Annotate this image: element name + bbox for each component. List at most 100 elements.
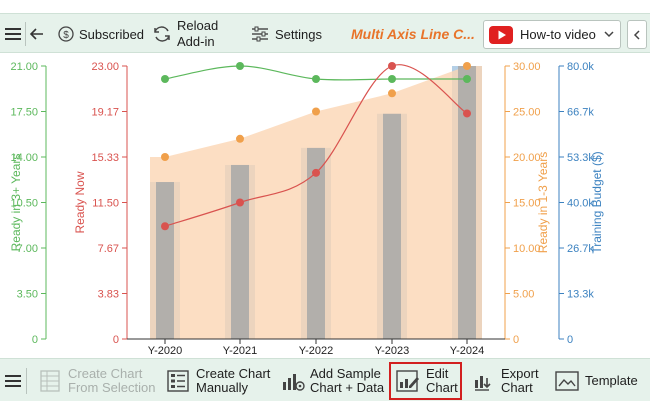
x-tick-label: Y-2024 bbox=[450, 345, 484, 357]
menu-icon[interactable] bbox=[5, 14, 21, 54]
chart-title-text: Multi Axis Line C... bbox=[351, 26, 475, 42]
y-tick-label: 13.3k bbox=[567, 289, 594, 301]
add-sample-line2: Chart + Data bbox=[310, 379, 385, 395]
x-tick-label: Y-2023 bbox=[375, 345, 409, 357]
y-tick-label: 66.7k bbox=[567, 107, 594, 119]
form-icon bbox=[167, 369, 189, 392]
series-point bbox=[312, 75, 320, 83]
create-manually-button[interactable]: Create Chart Manually bbox=[167, 359, 270, 402]
sliders-icon bbox=[252, 26, 268, 42]
y-tick-label: 23.00 bbox=[91, 61, 119, 73]
y-tick-label: 53.3k bbox=[567, 152, 594, 164]
edit-chart-icon bbox=[396, 369, 419, 392]
table-icon bbox=[40, 369, 60, 392]
chevron-down-icon bbox=[604, 31, 614, 38]
x-tick-label: Y-2021 bbox=[223, 345, 257, 357]
y-tick-label: 3.83 bbox=[98, 289, 119, 301]
y-tick-label: 10.50 bbox=[10, 198, 38, 210]
series-point bbox=[161, 222, 169, 231]
y-tick-label: 17.50 bbox=[10, 107, 38, 119]
reload-icon bbox=[154, 26, 170, 42]
export-chart-button[interactable]: Export Chart bbox=[473, 359, 539, 402]
series-point bbox=[312, 168, 320, 177]
y-tick-label: 0 bbox=[113, 334, 119, 346]
reload-label-line1: Reload bbox=[177, 18, 219, 33]
multi-axis-chart: 21.00 17.50 14.00 10.50 7.00 3.50 0 Ready in 3+… bbox=[9, 61, 604, 357]
chart-title: Multi Axis Line C... bbox=[351, 14, 475, 54]
x-tick-label: Y-2020 bbox=[148, 345, 182, 357]
budget-bar-inner bbox=[307, 147, 325, 339]
y-tick-label: 3.50 bbox=[17, 289, 38, 301]
y-tick-label: 5.00 bbox=[513, 289, 534, 301]
series-point bbox=[388, 62, 396, 70]
ready-1-3-point bbox=[236, 134, 244, 143]
video-label: How-to video bbox=[520, 27, 596, 42]
series-point bbox=[161, 75, 169, 83]
series-point bbox=[463, 75, 471, 83]
y-tick-label: 25.00 bbox=[513, 107, 541, 119]
how-to-video-button[interactable]: How-to video bbox=[483, 20, 621, 49]
budget-bar-inner bbox=[458, 66, 476, 339]
y-axis-title: Ready Now bbox=[73, 171, 87, 233]
ready-1-3-point bbox=[463, 62, 471, 70]
y-tick-label: 0 bbox=[32, 334, 38, 346]
edit-chart-button[interactable]: Edit Chart bbox=[396, 359, 458, 402]
y-tick-label: 14.00 bbox=[10, 152, 38, 164]
svg-text:$: $ bbox=[63, 30, 69, 41]
y-tick-label: 0 bbox=[567, 334, 573, 346]
y-axis-title: Training Budget ($) bbox=[590, 151, 604, 253]
budget-bar-inner bbox=[156, 182, 174, 339]
bottom-divider bbox=[26, 359, 27, 402]
back-arrow-icon[interactable] bbox=[30, 14, 44, 54]
series-point bbox=[236, 198, 244, 207]
series-line bbox=[164, 64, 468, 227]
subscribed-label: Subscribed bbox=[79, 26, 145, 42]
chevron-left-icon bbox=[633, 29, 640, 40]
series-point bbox=[236, 62, 244, 70]
bottom-menu-icon[interactable] bbox=[5, 359, 21, 402]
add-sample-button[interactable]: Add Sample Chart + Data bbox=[281, 359, 384, 402]
y-tick-label: 11.50 bbox=[92, 198, 119, 210]
y-axis-title: Ready in 1-3 Years bbox=[536, 152, 550, 253]
template-icon bbox=[555, 370, 579, 391]
budget-bar-inner bbox=[383, 113, 401, 340]
y-tick-label: 80.0k bbox=[567, 61, 594, 73]
y-tick-label: 15.00 bbox=[513, 198, 541, 210]
export-chart-line1: Export bbox=[501, 365, 539, 381]
y-axis-title: Ready in 3+ Years bbox=[9, 154, 23, 252]
export-icon bbox=[475, 375, 491, 391]
y-tick-label: 19.17 bbox=[91, 107, 119, 119]
y-tick-label: 7.67 bbox=[98, 243, 119, 255]
budget-bar-inner bbox=[231, 164, 249, 339]
reload-label-line2: Add-in bbox=[177, 34, 215, 49]
collapse-panel-button[interactable] bbox=[627, 20, 647, 49]
export-chart-line2: Chart bbox=[501, 379, 533, 395]
template-label: Template bbox=[585, 373, 638, 388]
ready-1-3-point bbox=[312, 107, 320, 116]
y-tick-label: 15.33 bbox=[91, 152, 119, 164]
settings-button[interactable]: Settings bbox=[251, 14, 322, 54]
edit-chart-line2: Chart bbox=[426, 379, 458, 395]
template-button[interactable]: Template bbox=[555, 359, 638, 402]
reload-addin-button[interactable]: Reload Add-in bbox=[152, 14, 218, 54]
series-point bbox=[388, 75, 396, 83]
create-from-selection-button[interactable]: Create Chart From Selection bbox=[40, 359, 155, 402]
add-sample-line1: Add Sample bbox=[310, 365, 381, 381]
create-manually-line1: Create Chart bbox=[196, 365, 271, 381]
create-manually-line2: Manually bbox=[196, 379, 249, 395]
toolbar-divider bbox=[25, 14, 26, 54]
y-tick-label: 7.00 bbox=[17, 243, 38, 255]
settings-label: Settings bbox=[275, 26, 322, 42]
y-tick-label: 26.7k bbox=[567, 243, 594, 255]
x-tick-label: Y-2022 bbox=[299, 345, 333, 357]
top-toolbar: $ Subscribed Reload Add-in Settings Mult… bbox=[0, 13, 650, 53]
subscribed-button[interactable]: $ Subscribed bbox=[58, 14, 144, 54]
edit-chart-line1: Edit bbox=[426, 365, 449, 381]
ready-1-3-point bbox=[388, 89, 396, 98]
y-tick-label: 20.00 bbox=[513, 152, 541, 164]
y-tick-label: 0 bbox=[513, 334, 519, 346]
y-tick-label: 21.00 bbox=[10, 61, 38, 73]
edit-chart-highlight bbox=[389, 362, 462, 400]
create-from-selection-line1: Create Chart bbox=[68, 365, 143, 381]
bottom-toolbar: Create Chart From Selection Create Chart… bbox=[0, 358, 650, 401]
